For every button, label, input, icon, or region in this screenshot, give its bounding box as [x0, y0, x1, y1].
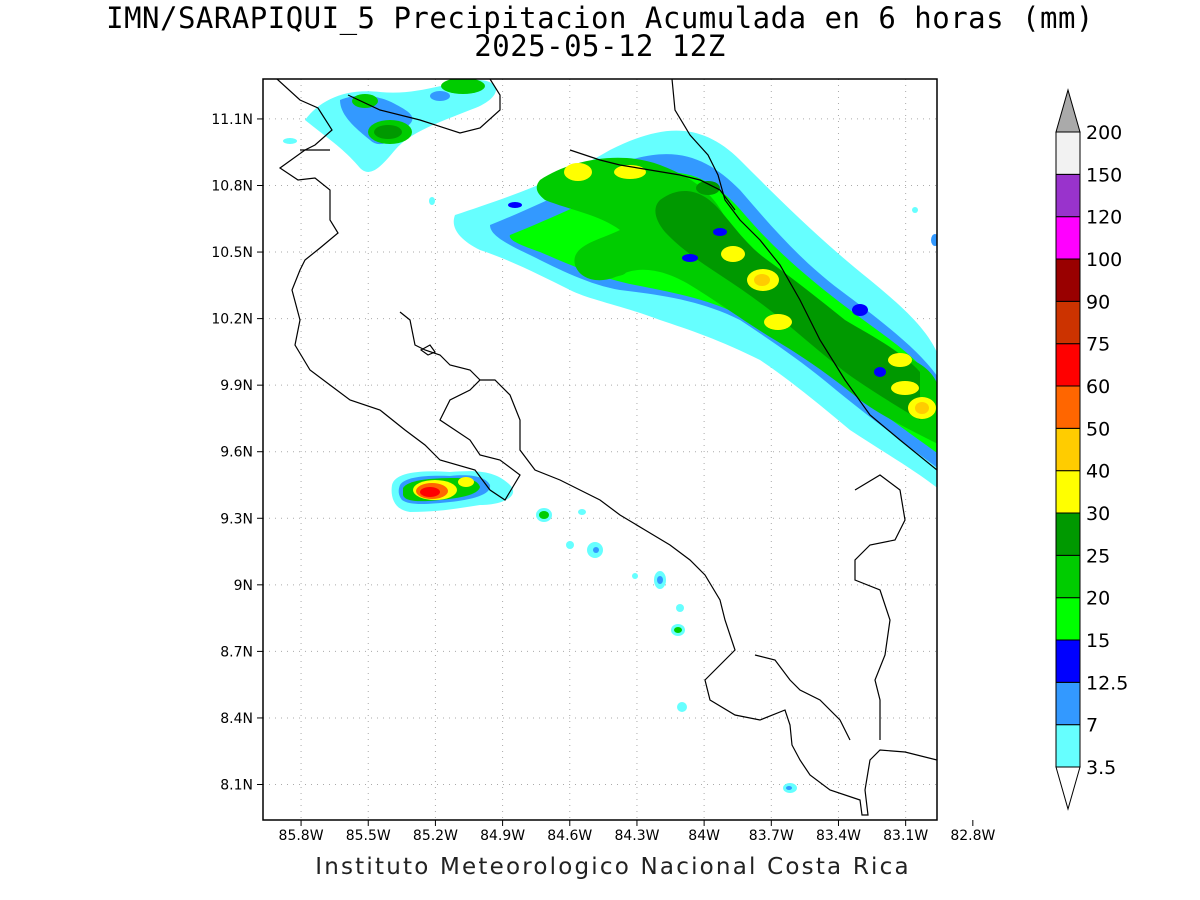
chart-title: IMN/SARAPIQUI_5 Precipitacion Acumulada …	[106, 1, 1094, 35]
colorbar-box	[1055, 131, 1081, 175]
colorbar-box	[1055, 300, 1081, 345]
osa-peninsula-coast	[754, 654, 851, 741]
footer-credit: Instituto Meteorologico Nacional Costa R…	[315, 854, 911, 880]
lon-tick-label: 85.5W	[346, 828, 391, 844]
lon-tick-label: 84.9W	[480, 828, 525, 844]
lat-tick-label: 10.2N	[211, 312, 253, 328]
precip-cluster-north-nicaragua	[305, 79, 497, 172]
colorbar-level-label: 60	[1086, 376, 1110, 398]
chart-subtitle-datetime: 2025-05-12 12Z	[474, 29, 726, 63]
colorbar-level-label: 12.5	[1086, 672, 1128, 694]
precip-scattered-cells	[283, 138, 937, 793]
colorbar-over-triangle	[1055, 88, 1081, 133]
colorbar: 3.5 7 12.5 15 20 25 30 40 50 60 75 90 100 120 150 200	[1055, 88, 1128, 811]
colorbar-level-label: 100	[1086, 249, 1122, 271]
lat-tick-label: 8.1N	[220, 778, 253, 794]
colorbar-box	[1055, 554, 1081, 599]
colorbar-level-label: 15	[1086, 630, 1110, 652]
lon-tick-label: 82.8W	[950, 828, 995, 844]
colorbar-level-label: 40	[1086, 461, 1110, 483]
lat-tick-label: 9.3N	[220, 511, 253, 527]
lon-tick-label: 84W	[688, 828, 720, 844]
lon-tick-label: 83.4W	[816, 828, 861, 844]
lat-tick-label: 8.7N	[220, 644, 253, 660]
lon-tick-label: 85.2W	[413, 828, 458, 844]
colorbar-box	[1055, 597, 1081, 641]
colorbar-level-label: 3.5	[1086, 757, 1116, 779]
colorbar-box	[1055, 470, 1081, 514]
lat-tick-label: 9.6N	[220, 445, 253, 461]
lat-tick-label: 9.9N	[220, 378, 253, 394]
latitude-axis: 11.1N 10.8N 10.5N 10.2N 9.9N 9.6N 9.3N 9N 8.7N 8.…	[211, 112, 263, 794]
longitude-axis: 85.8W 85.5W 85.2W 84.9W 84.6W 84.3W 84W 83.7W 83…	[279, 820, 995, 844]
map-frame	[262, 78, 938, 821]
lon-tick-label: 85.8W	[279, 828, 324, 844]
caribbean-coastline	[671, 79, 937, 471]
precipitation-field	[283, 79, 937, 793]
colorbar-level-label: 30	[1086, 503, 1110, 525]
colorbar-level-label: 200	[1086, 122, 1122, 144]
coastlines-and-borders	[276, 79, 937, 816]
colorbar-box	[1055, 385, 1081, 429]
colorbar-level-label: 90	[1086, 291, 1110, 313]
colorbar-level-label: 50	[1086, 418, 1110, 440]
colorbar-box	[1055, 343, 1081, 387]
colorbar-box	[1055, 724, 1081, 768]
lon-tick-label: 84.6W	[547, 828, 592, 844]
colorbar-level-label: 150	[1086, 164, 1122, 186]
colorbar-level-label: 20	[1086, 588, 1110, 610]
colorbar-level-label: 120	[1086, 207, 1122, 229]
northern-border	[569, 149, 736, 211]
southern-border	[854, 474, 906, 740]
lake-nicaragua-shore	[347, 79, 501, 134]
lat-tick-label: 11.1N	[211, 112, 253, 128]
colorbar-box	[1055, 639, 1081, 683]
colorbar-level-label: 7	[1086, 715, 1098, 737]
colorbar-box	[1055, 681, 1081, 726]
lat-tick-label: 10.8N	[211, 178, 253, 194]
colorbar-box	[1055, 512, 1081, 556]
precip-band-caribbean	[453, 130, 937, 488]
lon-tick-label: 83.1W	[883, 828, 928, 844]
lon-tick-label: 83.7W	[749, 828, 794, 844]
colorbar-box	[1055, 427, 1081, 472]
lat-tick-label: 10.5N	[211, 245, 253, 261]
chira-island	[419, 344, 436, 356]
colorbar-box	[1055, 173, 1081, 218]
colorbar-box	[1055, 258, 1081, 302]
colorbar-under-triangle	[1055, 766, 1081, 811]
lat-tick-label: 8.4N	[220, 711, 253, 727]
lat-tick-label: 9N	[234, 578, 253, 594]
lon-tick-label: 84.3W	[614, 828, 659, 844]
colorbar-level-label: 25	[1086, 545, 1110, 567]
colorbar-level-label: 75	[1086, 334, 1110, 356]
colorbar-box	[1055, 216, 1081, 260]
